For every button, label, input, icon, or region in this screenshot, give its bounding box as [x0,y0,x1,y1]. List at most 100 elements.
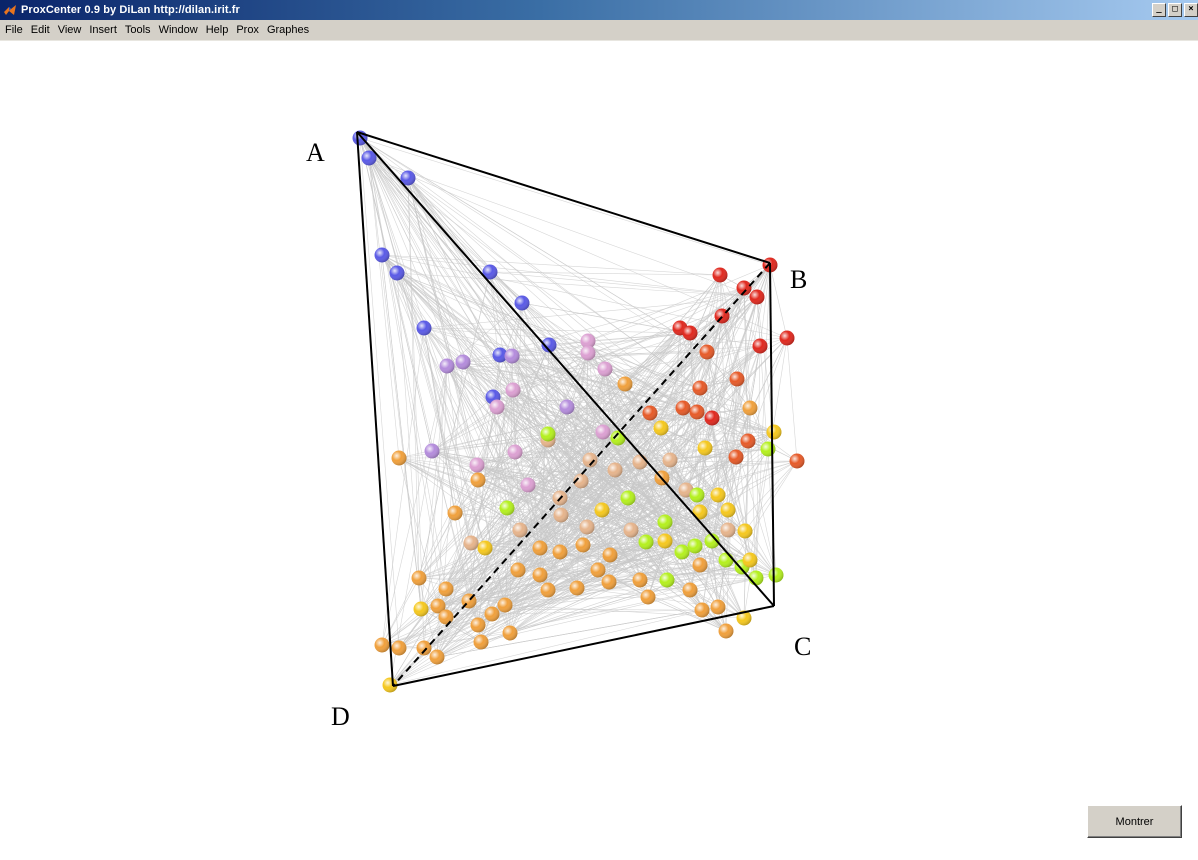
graph-node[interactable] [737,523,753,539]
graph-node[interactable] [499,500,515,516]
graph-node[interactable] [540,582,556,598]
graph-node[interactable] [740,433,756,449]
show-button[interactable]: Montrer [1087,805,1182,838]
graph-node[interactable] [473,634,489,650]
graph-node[interactable] [541,337,557,353]
graph-node[interactable] [484,606,500,622]
graph-node[interactable] [720,502,736,518]
graph-node[interactable] [413,601,429,617]
graph-node[interactable] [736,610,752,626]
graph-node[interactable] [692,557,708,573]
graph-node[interactable] [659,572,675,588]
graph-node[interactable] [374,637,390,653]
graph-node[interactable] [699,344,715,360]
graph-node[interactable] [748,570,764,586]
menu-file[interactable]: File [5,24,23,36]
graph-node[interactable] [455,354,471,370]
graph-node[interactable] [694,602,710,618]
graph-node[interactable] [689,404,705,420]
graph-node[interactable] [728,449,744,465]
graph-node[interactable] [623,522,639,538]
graph-node[interactable] [752,338,768,354]
graph-node[interactable] [497,597,513,613]
graph-node[interactable] [361,150,377,166]
graph-node[interactable] [789,453,805,469]
graph-node[interactable] [582,452,598,468]
graph-node[interactable] [514,295,530,311]
graph-node[interactable] [595,424,611,440]
menu-window[interactable]: Window [158,24,198,36]
graph-node[interactable] [532,540,548,556]
graph-node[interactable] [438,581,454,597]
graph-plot[interactable] [0,41,1198,856]
graph-node[interactable] [697,440,713,456]
graph-node[interactable] [594,502,610,518]
graph-node[interactable] [662,452,678,468]
graph-node[interactable] [718,552,734,568]
graph-node[interactable] [400,170,416,186]
graph-node[interactable] [704,410,720,426]
graph-node[interactable] [470,617,486,633]
graph-node[interactable] [552,544,568,560]
graph-node[interactable] [411,570,427,586]
graph-node[interactable] [632,454,648,470]
graph-canvas[interactable] [0,41,1198,856]
graph-node[interactable] [559,399,575,415]
graph-node[interactable] [768,567,784,583]
graph-node[interactable] [477,540,493,556]
graph-node[interactable] [692,504,708,520]
graph-node[interactable] [569,580,585,596]
close-button[interactable]: × [1184,3,1198,17]
menu-prox[interactable]: Prox [236,24,259,36]
maximize-button[interactable]: □ [1168,3,1182,17]
graph-node[interactable] [710,487,726,503]
graph-node[interactable] [573,473,589,489]
graph-node[interactable] [520,477,536,493]
graph-node[interactable] [540,426,556,442]
graph-node[interactable] [510,562,526,578]
graph-node[interactable] [416,320,432,336]
graph-node[interactable] [502,625,518,641]
graph-node[interactable] [492,347,508,363]
graph-node[interactable] [553,507,569,523]
graph-node[interactable] [675,400,691,416]
graph-node[interactable] [482,264,498,280]
graph-node[interactable] [657,514,673,530]
graph-node[interactable] [749,289,765,305]
graph-node[interactable] [607,462,623,478]
graph-node[interactable] [617,376,633,392]
graph-node[interactable] [687,538,703,554]
graph-node[interactable] [439,358,455,374]
graph-node[interactable] [597,361,613,377]
graph-node[interactable] [712,267,728,283]
graph-node[interactable] [620,490,636,506]
graph-node[interactable] [689,487,705,503]
graph-node[interactable] [579,519,595,535]
graph-node[interactable] [430,598,446,614]
graph-node[interactable] [512,522,528,538]
graph-node[interactable] [601,574,617,590]
graph-node[interactable] [470,472,486,488]
graph-node[interactable] [779,330,795,346]
menu-edit[interactable]: Edit [30,24,50,36]
graph-node[interactable] [424,443,440,459]
graph-node[interactable] [416,640,432,656]
graph-node[interactable] [718,623,734,639]
minimize-button[interactable]: _ [1152,3,1166,17]
graph-node[interactable] [505,382,521,398]
graph-node[interactable] [640,589,656,605]
graph-node[interactable] [382,677,398,693]
graph-node[interactable] [391,640,407,656]
graph-node[interactable] [653,420,669,436]
graph-node[interactable] [657,533,673,549]
graph-node[interactable] [674,544,690,560]
graph-node[interactable] [682,325,698,341]
menu-tools[interactable]: Tools [124,24,151,36]
graph-node[interactable] [575,537,591,553]
graph-node[interactable] [504,348,520,364]
graph-node[interactable] [374,247,390,263]
graph-node[interactable] [447,505,463,521]
graph-node[interactable] [720,522,736,538]
graph-node[interactable] [489,399,505,415]
graph-node[interactable] [610,430,626,446]
